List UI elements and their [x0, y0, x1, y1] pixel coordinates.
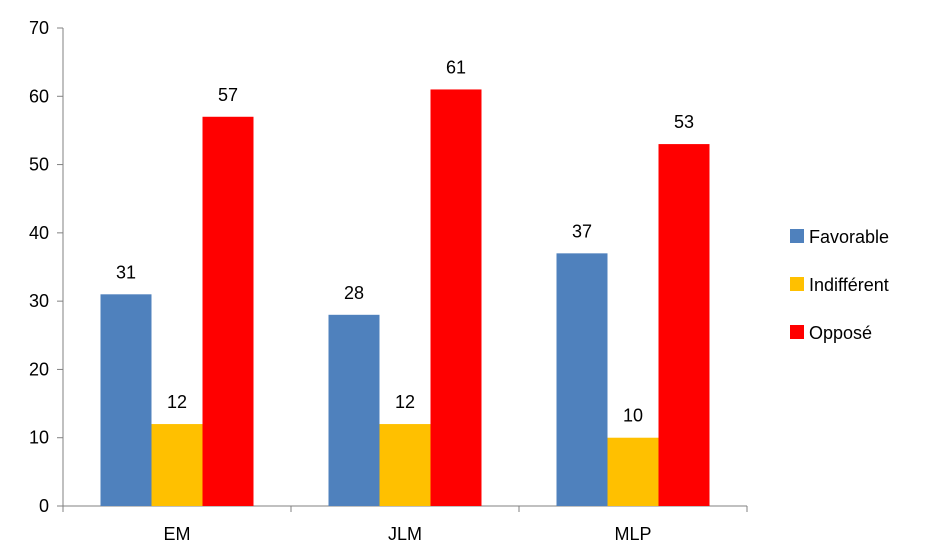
bars — [100, 89, 710, 507]
bar-oppos--jlm — [430, 89, 482, 506]
y-tick-label: 70 — [29, 18, 49, 38]
bar-oppos--em — [202, 116, 254, 507]
bar-indiff-rent-mlp — [607, 437, 659, 506]
x-category-label: JLM — [388, 524, 422, 544]
bar-favorable-em — [100, 294, 152, 506]
y-tick-label: 60 — [29, 86, 49, 106]
bar-indiff-rent-jlm — [379, 424, 431, 506]
y-tick-label: 20 — [29, 359, 49, 379]
bar-indiff-rent-em — [151, 424, 203, 506]
data-label: 53 — [674, 112, 694, 132]
axes: 0 10 20 30 40 50 60 70 EM JLM MLP — [29, 18, 748, 544]
legend-swatch — [790, 229, 804, 243]
legend-swatch — [790, 277, 804, 291]
legend: Favorable Indifférent Opposé — [790, 227, 889, 343]
data-label: 12 — [167, 392, 187, 412]
data-label: 57 — [218, 85, 238, 105]
bar-oppos--mlp — [658, 144, 710, 507]
data-label: 10 — [623, 406, 643, 426]
x-category-label: EM — [164, 524, 191, 544]
y-tick-label: 40 — [29, 223, 49, 243]
data-labels: 31 12 57 28 12 61 37 10 53 — [116, 57, 694, 425]
y-tick-label: 0 — [39, 496, 49, 516]
data-label: 37 — [572, 221, 592, 241]
data-label: 61 — [446, 57, 466, 77]
bar-favorable-jlm — [328, 314, 380, 506]
y-tick-label: 50 — [29, 155, 49, 175]
data-label: 28 — [344, 283, 364, 303]
x-category-label: MLP — [614, 524, 651, 544]
legend-label: Favorable — [809, 227, 889, 247]
legend-swatch — [790, 325, 804, 339]
bar-favorable-mlp — [556, 253, 608, 506]
y-tick-label: 30 — [29, 291, 49, 311]
legend-label: Indifférent — [809, 275, 889, 295]
data-label: 31 — [116, 262, 136, 282]
data-label: 12 — [395, 392, 415, 412]
legend-label: Opposé — [809, 323, 872, 343]
y-tick-label: 10 — [29, 428, 49, 448]
